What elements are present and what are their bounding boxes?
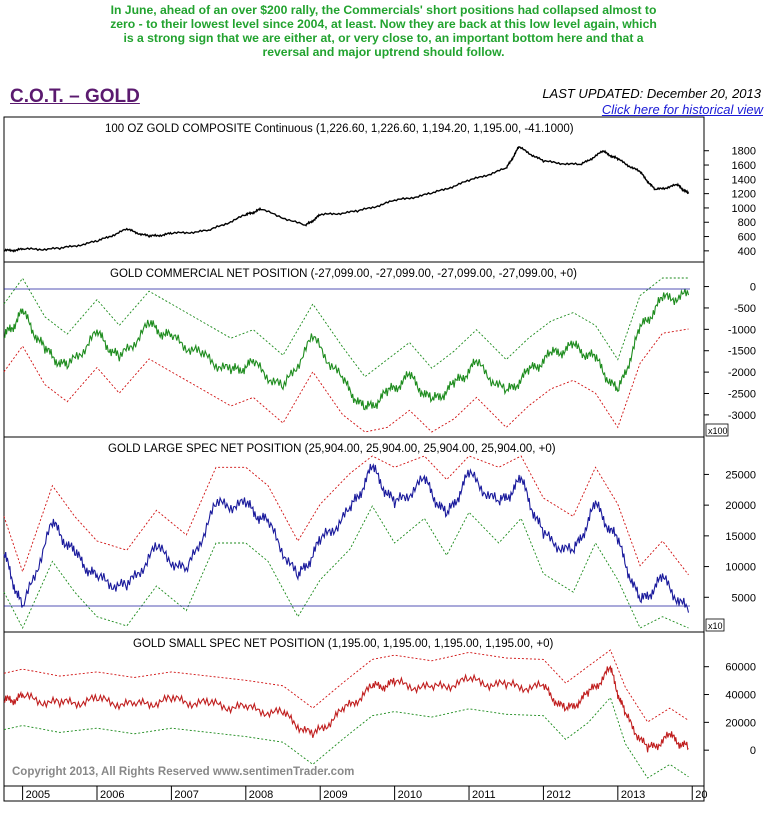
- x-tick-label: 20: [695, 789, 707, 801]
- y-tick-label: 20000: [725, 500, 756, 512]
- commentary-line-4: reversal and major uptrend should follow…: [262, 45, 505, 59]
- large-spec-scale-note: x10: [708, 621, 723, 631]
- y-tick-label: 5000: [732, 592, 756, 604]
- y-tick-label: 60000: [725, 662, 756, 674]
- page-title[interactable]: C.O.T. – GOLD: [10, 86, 140, 107]
- y-tick-label: 0: [750, 745, 756, 757]
- historical-view-link[interactable]: Click here for historical view: [601, 102, 763, 117]
- large-spec-panel-title: GOLD LARGE SPEC NET POSITION (25,904.00,…: [108, 443, 556, 455]
- x-tick-label: 2010: [398, 789, 422, 801]
- y-tick-label: -2000: [728, 367, 756, 379]
- y-tick-label: 0: [750, 282, 756, 294]
- x-tick-label: 2005: [26, 789, 50, 801]
- last-updated: LAST UPDATED: December 20, 2013: [542, 86, 761, 101]
- x-tick-label: 2007: [174, 789, 198, 801]
- y-tick-label: 1400: [732, 174, 756, 186]
- commentary-line-2: zero - to their lowest level since 2004,…: [110, 17, 657, 31]
- data-series: [3, 145, 690, 753]
- y-tick-label: -1500: [728, 346, 756, 358]
- y-tick-label: 15000: [725, 531, 756, 543]
- x-tick-label: 2011: [472, 789, 496, 801]
- y-tick-label: 800: [738, 217, 756, 229]
- large-spec-scale-box: [705, 618, 725, 632]
- upper-band-3: [3, 649, 689, 723]
- series-line-3: [3, 665, 689, 753]
- x-axis-ticks: 2005 2006 2007 2008 2009 2010 2011 2012 2013 20: [22, 786, 707, 801]
- copyright-text: Copyright 2013, All Rights Reserved www.…: [12, 766, 354, 778]
- chart-frame: [3, 116, 705, 802]
- envelope-bands: [3, 277, 689, 779]
- y-tick-label: 1000: [732, 203, 756, 215]
- commercial-scale-note: x100: [708, 426, 728, 436]
- y-tick-label: 1600: [732, 160, 756, 172]
- lower-band-2: [3, 505, 689, 630]
- small-spec-panel-title: GOLD SMALL SPEC NET POSITION (1,195.00, …: [133, 638, 553, 650]
- upper-band-1: [3, 277, 689, 378]
- y-tick-label: 1200: [732, 189, 756, 201]
- y-tick-label: -500: [734, 303, 756, 315]
- y-tick-label: -2500: [728, 389, 756, 401]
- commentary-text: In June, ahead of an over $200 rally, th…: [0, 3, 767, 59]
- y-tick-label: -3000: [728, 410, 756, 422]
- y-tick-label: 10000: [725, 562, 756, 574]
- x-tick-label: 2012: [546, 789, 570, 801]
- x-tick-label: 2009: [323, 789, 347, 801]
- upper-band-2: [3, 455, 689, 576]
- x-tick-label: 2013: [621, 789, 645, 801]
- lower-band-3: [3, 696, 689, 779]
- series-line-2: [3, 462, 690, 613]
- series-line-0: [3, 145, 690, 253]
- commercial-scale-box: [705, 423, 729, 437]
- y-axis-ticks: 1800 1600 1400 1200 1000 800 600 400 0 -500 -1000 -…: [704, 146, 756, 757]
- lower-band-1: [3, 328, 689, 433]
- y-tick-label: 25000: [725, 469, 756, 481]
- price-panel-title: 100 OZ GOLD COMPOSITE Continuous (1,226.…: [105, 123, 574, 135]
- y-tick-label: 40000: [725, 690, 756, 702]
- x-tick-label: 2006: [100, 789, 124, 801]
- commentary-line-3: is a strong sign that we are either at, …: [123, 31, 644, 45]
- y-tick-label: 20000: [725, 717, 756, 729]
- y-tick-label: 600: [738, 232, 756, 244]
- commentary-line-1: In June, ahead of an over $200 rally, th…: [110, 3, 657, 17]
- y-tick-label: -1000: [728, 324, 756, 336]
- y-tick-label: 400: [738, 246, 756, 258]
- x-tick-label: 2008: [249, 789, 273, 801]
- y-tick-label: 1800: [732, 146, 756, 158]
- series-line-1: [3, 288, 690, 411]
- commercial-panel-title: GOLD COMMERCIAL NET POSITION (-27,099.00…: [110, 268, 577, 280]
